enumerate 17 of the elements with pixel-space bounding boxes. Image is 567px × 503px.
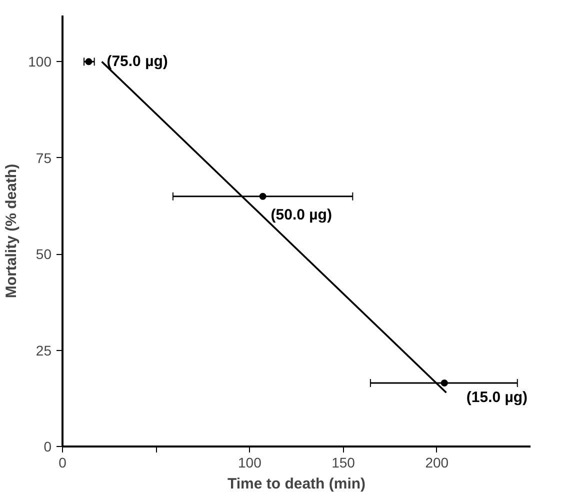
x-tick-label: 0 xyxy=(58,454,67,470)
point xyxy=(259,192,266,200)
y-tick-label: 25 xyxy=(36,342,52,358)
annotation: (15.0 µg) xyxy=(466,389,528,406)
x-tick-label: 200 xyxy=(425,454,449,470)
x-axis-title: Time to death (min) xyxy=(227,476,366,492)
y-tick-label: 75 xyxy=(36,150,52,166)
annotation: (50.0 µg) xyxy=(270,206,332,224)
y-tick-label: 0 xyxy=(44,438,52,454)
point xyxy=(85,58,92,66)
y-tick-label: 100 xyxy=(28,54,52,70)
x-tick-label: 150 xyxy=(332,454,356,470)
x-tick-label: 100 xyxy=(238,454,262,470)
point xyxy=(440,380,448,386)
annotation: (75.0 µg) xyxy=(106,53,168,70)
y-axis-title: Mortality (% death) xyxy=(3,164,20,298)
y-tick-label: 50 xyxy=(36,246,52,262)
